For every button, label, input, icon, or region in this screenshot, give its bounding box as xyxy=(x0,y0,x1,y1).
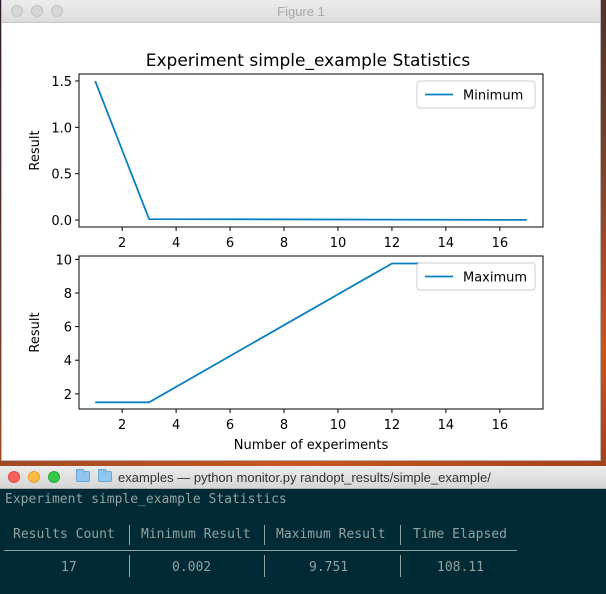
legend: Minimum xyxy=(416,80,536,109)
x-tick-label: 12 xyxy=(384,418,401,433)
x-tick-label: 4 xyxy=(172,418,180,433)
figure-canvas: Experiment simple_example Statistics 2 4 6… xyxy=(28,51,544,453)
terminal-heading: Experiment simple_example Statistics xyxy=(5,492,287,507)
series-line-minimum xyxy=(94,80,527,221)
y-tick-label: 2 xyxy=(64,388,72,403)
terminal-window: examples — python monitor.py randopt_res… xyxy=(0,466,606,594)
folder-icon xyxy=(98,469,112,482)
column-divider xyxy=(264,555,265,577)
x-tick-label: 2 xyxy=(118,418,126,433)
axes-frame xyxy=(78,73,544,228)
x-tick-label: 14 xyxy=(438,418,455,433)
column-divider xyxy=(264,525,265,545)
legend: Maximum xyxy=(416,262,536,291)
column-header-maximum-result: Maximum Result xyxy=(276,527,386,542)
legend-label: Maximum xyxy=(463,271,527,286)
column-header-minimum-result: Minimum Result xyxy=(141,527,251,542)
x-tick-label: 14 xyxy=(438,236,455,251)
y-tick-label: 6 xyxy=(64,321,72,336)
figure-window-title: Figure 1 xyxy=(277,4,325,19)
column-divider xyxy=(400,525,401,545)
axes-frame xyxy=(78,255,544,410)
figure-titlebar[interactable]: Figure 1 xyxy=(2,0,600,23)
value-maximum-result: 9.751 xyxy=(309,560,349,575)
column-header-time-elapsed: Time Elapsed xyxy=(413,527,507,542)
x-tick-label: 10 xyxy=(330,236,347,251)
minimize-button[interactable] xyxy=(28,471,40,483)
x-tick-label: 16 xyxy=(492,418,509,433)
legend-label: Minimum xyxy=(463,89,523,104)
close-button[interactable] xyxy=(8,471,20,483)
minimize-button[interactable] xyxy=(31,5,43,17)
terminal-output[interactable]: Experiment simple_example Statistics Res… xyxy=(0,489,606,594)
zoom-button[interactable] xyxy=(48,471,60,483)
y-axis-label: Result xyxy=(28,312,43,352)
value-results-count: 17 xyxy=(61,560,77,575)
legend-box xyxy=(416,80,536,109)
column-divider xyxy=(129,555,130,577)
x-tick-label: 10 xyxy=(330,418,347,433)
x-tick-label: 16 xyxy=(492,236,509,251)
y-tick-label: 1.0 xyxy=(51,121,72,136)
column-header-results-count: Results Count xyxy=(13,527,115,542)
x-tick-label: 12 xyxy=(384,236,401,251)
close-button[interactable] xyxy=(11,5,23,17)
y-tick-label: 0.0 xyxy=(51,214,72,229)
top-axes: 2 4 6 8 10 12 14 16 0.0 0.5 1.0 1.5 Result Minimum xyxy=(28,73,544,251)
zoom-button[interactable] xyxy=(51,5,63,17)
y-tick-label: 8 xyxy=(64,287,72,302)
x-tick-label: 6 xyxy=(226,418,234,433)
terminal-title: examples — python monitor.py randopt_res… xyxy=(118,470,491,485)
x-axis-label: Number of experiments xyxy=(234,438,389,453)
y-tick-label: 1.5 xyxy=(51,75,72,90)
y-axis-label: Result xyxy=(28,130,43,170)
y-tick-label: 4 xyxy=(64,354,72,369)
terminal-titlebar[interactable]: examples — python monitor.py randopt_res… xyxy=(0,466,606,489)
folder-icon xyxy=(76,469,90,482)
x-tick-label: 8 xyxy=(280,236,288,251)
x-tick-label: 2 xyxy=(118,236,126,251)
table-divider xyxy=(4,550,517,551)
x-tick-label: 6 xyxy=(226,236,234,251)
bottom-axes: 2 4 6 8 10 12 14 16 2 4 6 8 10 Result Number of experi… xyxy=(28,253,544,453)
y-tick-label: 0.5 xyxy=(51,168,72,183)
legend-box xyxy=(416,262,536,291)
figure-window: Figure 1 Experiment simple_example Stati… xyxy=(2,0,600,460)
value-minimum-result: 0.002 xyxy=(172,560,212,575)
chart-title: Experiment simple_example Statistics xyxy=(146,51,471,71)
value-time-elapsed: 108.11 xyxy=(437,560,484,575)
y-tick-label: 10 xyxy=(55,253,72,268)
x-tick-label: 4 xyxy=(172,236,180,251)
column-divider xyxy=(400,555,401,577)
column-divider xyxy=(129,525,130,545)
x-tick-label: 8 xyxy=(280,418,288,433)
